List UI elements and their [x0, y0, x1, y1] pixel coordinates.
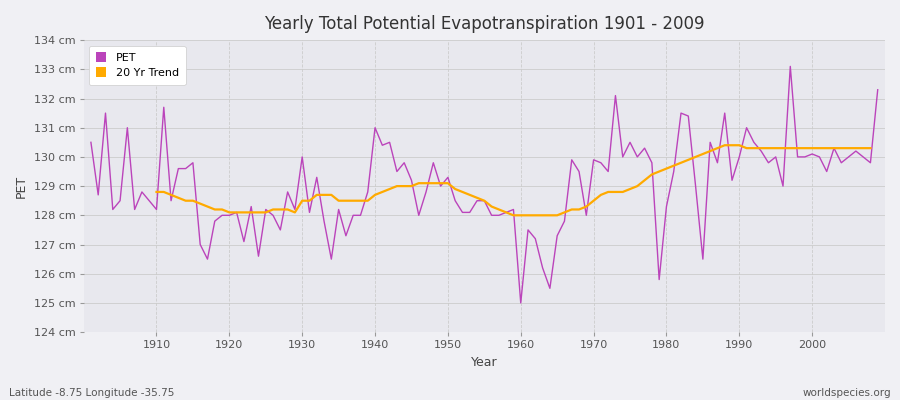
- Legend: PET, 20 Yr Trend: PET, 20 Yr Trend: [89, 46, 185, 85]
- Text: worldspecies.org: worldspecies.org: [803, 388, 891, 398]
- Title: Yearly Total Potential Evapotranspiration 1901 - 2009: Yearly Total Potential Evapotranspiratio…: [264, 15, 705, 33]
- Y-axis label: PET: PET: [15, 174, 28, 198]
- X-axis label: Year: Year: [471, 356, 498, 369]
- Text: Latitude -8.75 Longitude -35.75: Latitude -8.75 Longitude -35.75: [9, 388, 175, 398]
